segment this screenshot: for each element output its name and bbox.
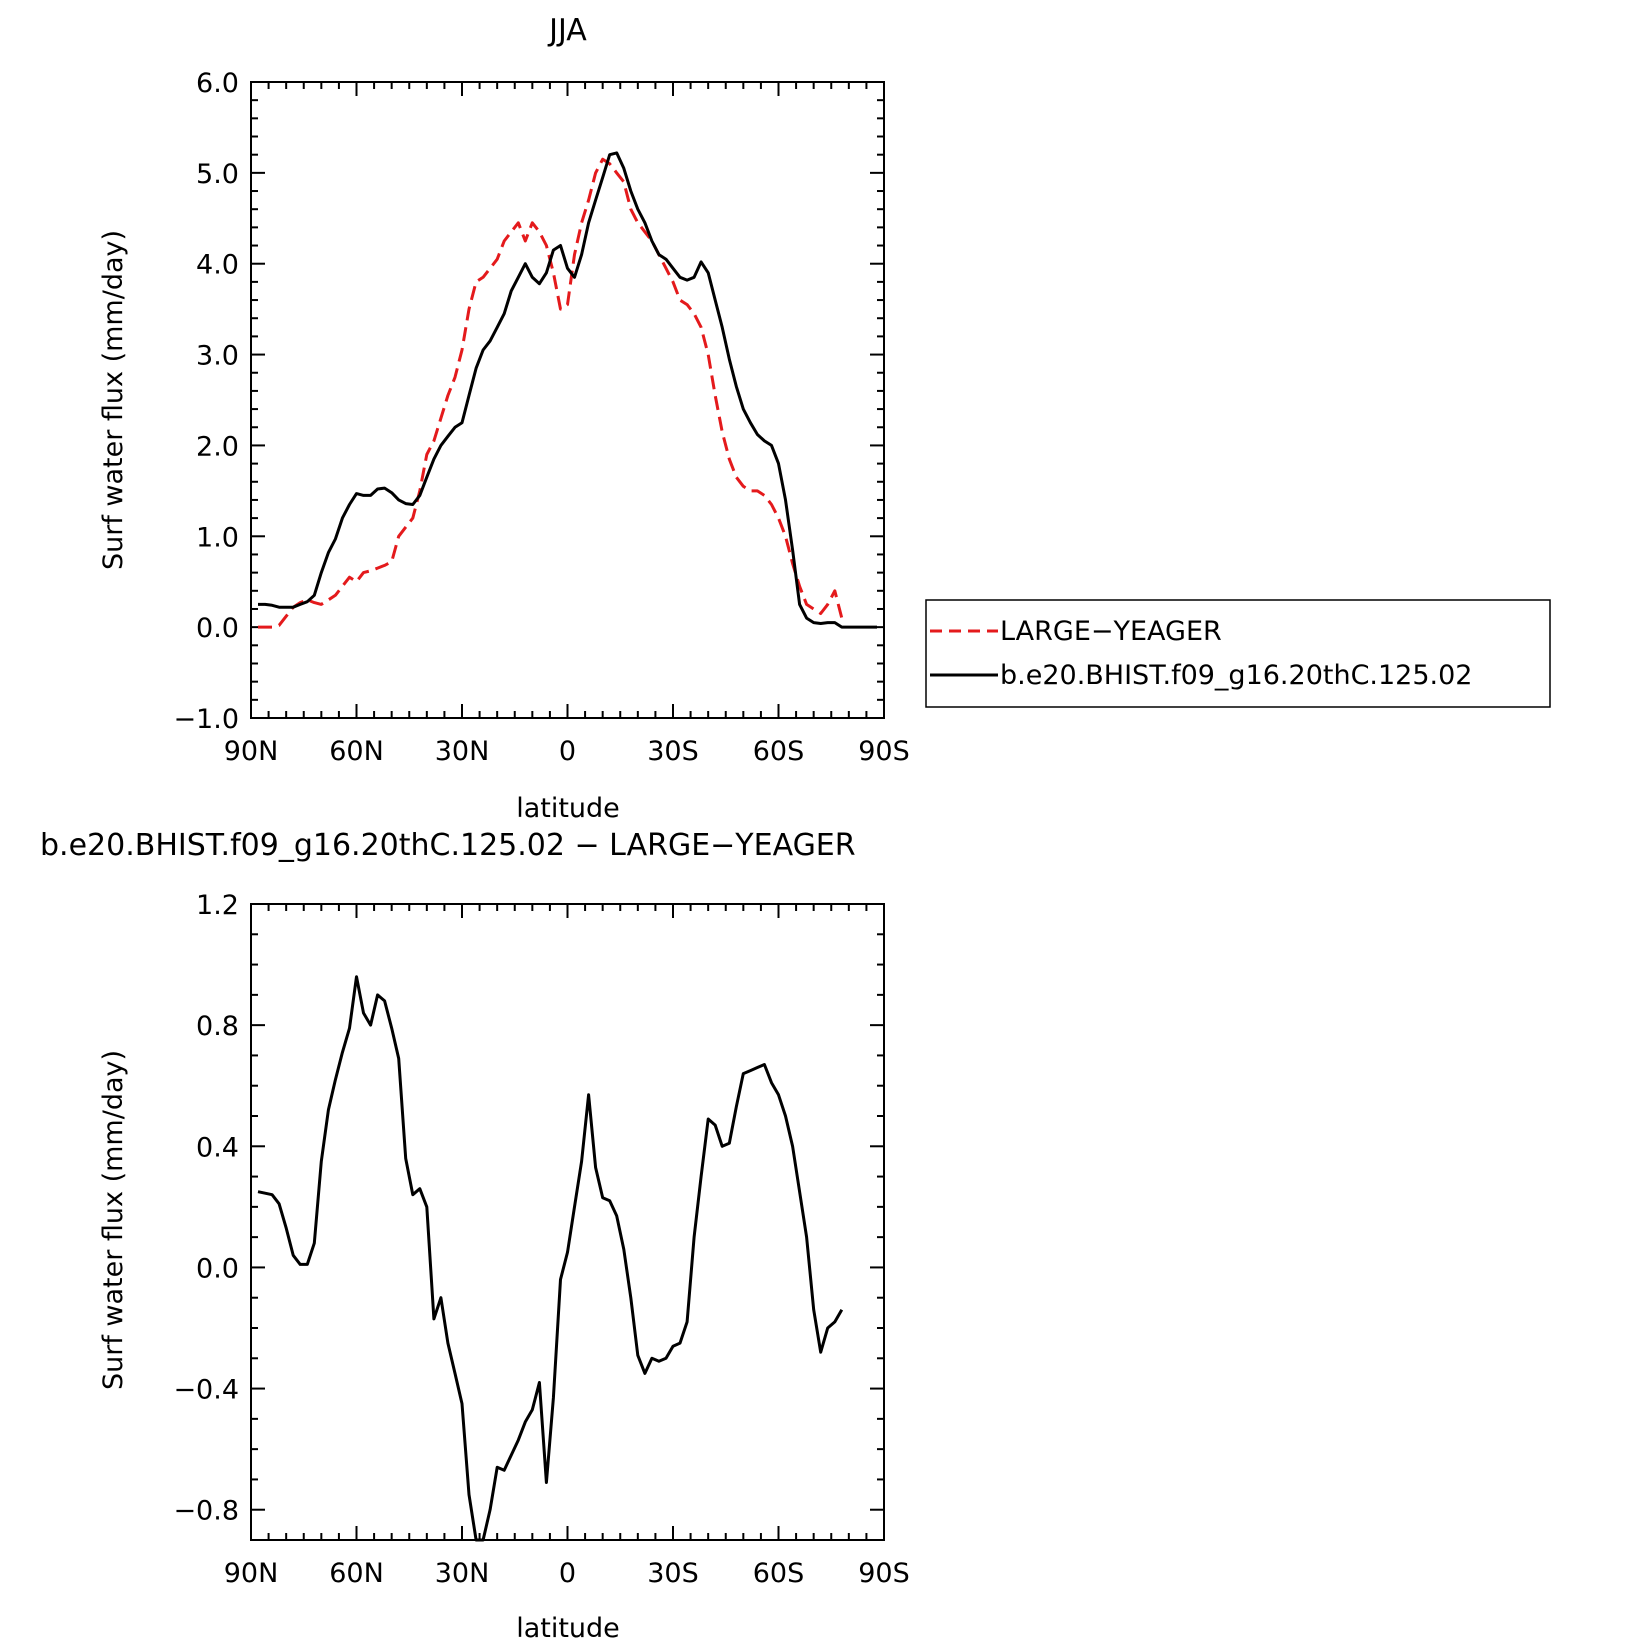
y-tick-label: −0.8 (173, 1496, 239, 1527)
y-tick-label: 0.8 (196, 1011, 239, 1042)
x-tick-label: 0 (559, 1558, 576, 1589)
bottom-series-lines (257, 975, 844, 1542)
x-tick-label: 0 (559, 736, 576, 767)
y-tick-label: 0.0 (196, 613, 239, 644)
x-tick-label: 90S (858, 736, 910, 767)
bottom-panel: b.e20.BHIST.f09_g16.20thC.125.02 − LARGE… (40, 828, 910, 1644)
series-line-difference (257, 975, 844, 1542)
y-tick-label: 3.0 (196, 341, 239, 372)
y-tick-label: 1.0 (196, 522, 239, 553)
bottom-y-tick-labels: −0.8 −0.4 0.0 0.4 0.8 1.2 (173, 890, 239, 1527)
top-plot-frame (250, 81, 885, 719)
y-tick-label: 5.0 (196, 159, 239, 190)
x-tick-label: 30S (647, 736, 699, 767)
legend-label-large-yeager: LARGE−YEAGER (1000, 616, 1222, 647)
top-y-axis-label: Surf water flux (mm/day) (98, 230, 129, 570)
legend-label-bhist: b.e20.BHIST.f09_g16.20thC.125.02 (1000, 660, 1472, 691)
y-tick-label: 4.0 (196, 250, 239, 281)
bottom-x-axis-label: latitude (516, 1613, 620, 1641)
series-line-bhist (258, 151, 877, 629)
y-tick-label: −1.0 (173, 704, 239, 735)
top-x-tick-labels: 90N 60N 30N 0 30S 60S 90S (224, 736, 910, 767)
x-tick-label: 60N (329, 1558, 384, 1589)
x-tick-label: 90S (858, 1558, 910, 1589)
top-ticks (250, 81, 885, 719)
bottom-x-tick-labels: 90N 60N 30N 0 30S 60S 90S (224, 1558, 910, 1589)
x-tick-label: 90N (224, 736, 279, 767)
top-plot-title: JJA (547, 13, 587, 48)
x-tick-label: 60S (753, 1558, 805, 1589)
x-tick-label: 30N (435, 736, 490, 767)
legend-box (925, 599, 1551, 708)
y-tick-label: 1.2 (196, 890, 239, 921)
top-y-tick-labels: −1.0 0.0 1.0 2.0 3.0 4.0 5.0 6.0 (173, 68, 239, 735)
y-tick-label: 0.4 (196, 1132, 239, 1163)
y-tick-label: 0.0 (196, 1253, 239, 1284)
y-tick-label: 6.0 (196, 68, 239, 99)
x-tick-label: 30S (647, 1558, 699, 1589)
top-series-lines (258, 151, 877, 629)
bottom-plot-title: b.e20.BHIST.f09_g16.20thC.125.02 − LARGE… (40, 828, 856, 863)
x-tick-label: 60S (753, 736, 805, 767)
y-tick-label: −0.4 (173, 1375, 239, 1406)
x-tick-label: 90N (224, 1558, 279, 1589)
top-panel: JJA 90N 60N 30N 0 30S 60S 90S −1.0 0.0 1.0 2.0 3.0… (98, 13, 1551, 824)
bottom-ticks (250, 903, 885, 1541)
x-tick-label: 30N (435, 1558, 490, 1589)
y-tick-label: 2.0 (196, 431, 239, 462)
top-x-axis-label: latitude (516, 793, 620, 824)
legend: LARGE−YEAGER b.e20.BHIST.f09_g16.20thC.1… (925, 599, 1551, 708)
bottom-plot-frame (250, 903, 885, 1541)
series-line-large-yeager (258, 157, 844, 629)
bottom-y-axis-label: Surf water flux (mm/day) (98, 1050, 129, 1390)
x-tick-label: 60N (329, 736, 384, 767)
